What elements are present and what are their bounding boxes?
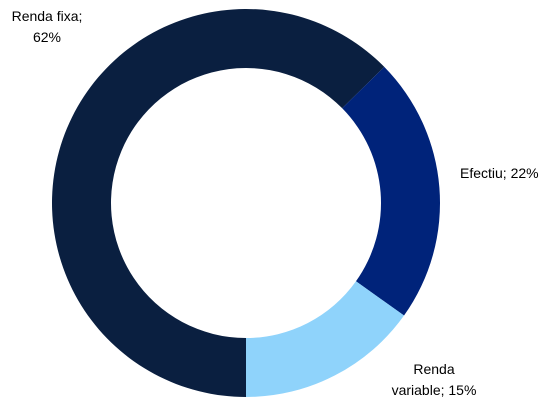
donut-segment: [52, 8, 385, 397]
data-label: Renda fixa; 62%: [11, 8, 83, 45]
donut-segment: [342, 66, 440, 316]
donut-segment: [246, 281, 405, 397]
data-label: Renda variable; 15%: [391, 361, 477, 398]
data-label: Efectiu; 22%: [460, 165, 539, 181]
